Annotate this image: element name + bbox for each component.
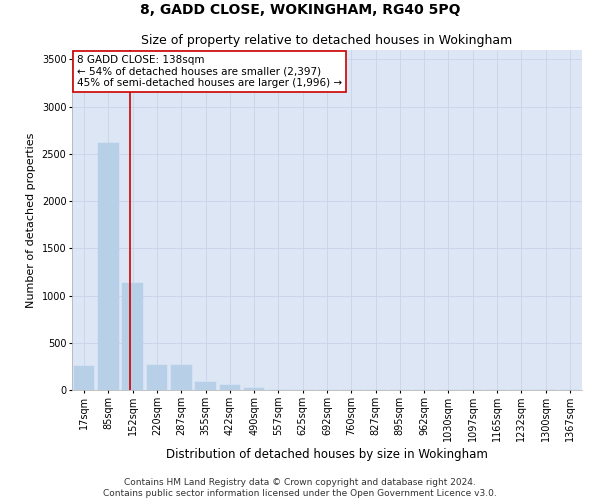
Bar xyxy=(74,366,94,390)
Text: 8 GADD CLOSE: 138sqm
← 54% of detached houses are smaller (2,397)
45% of semi-de: 8 GADD CLOSE: 138sqm ← 54% of detached h… xyxy=(77,55,342,88)
Y-axis label: Number of detached properties: Number of detached properties xyxy=(26,132,36,308)
Bar xyxy=(220,385,240,390)
Text: 8, GADD CLOSE, WOKINGHAM, RG40 5PQ: 8, GADD CLOSE, WOKINGHAM, RG40 5PQ xyxy=(140,2,460,16)
Bar xyxy=(195,382,216,390)
Bar xyxy=(122,284,143,390)
Bar xyxy=(98,142,119,390)
Title: Size of property relative to detached houses in Wokingham: Size of property relative to detached ho… xyxy=(142,34,512,48)
Bar xyxy=(146,364,167,390)
X-axis label: Distribution of detached houses by size in Wokingham: Distribution of detached houses by size … xyxy=(166,448,488,461)
Bar xyxy=(171,364,191,390)
Text: Contains HM Land Registry data © Crown copyright and database right 2024.
Contai: Contains HM Land Registry data © Crown c… xyxy=(103,478,497,498)
Bar xyxy=(244,388,265,390)
